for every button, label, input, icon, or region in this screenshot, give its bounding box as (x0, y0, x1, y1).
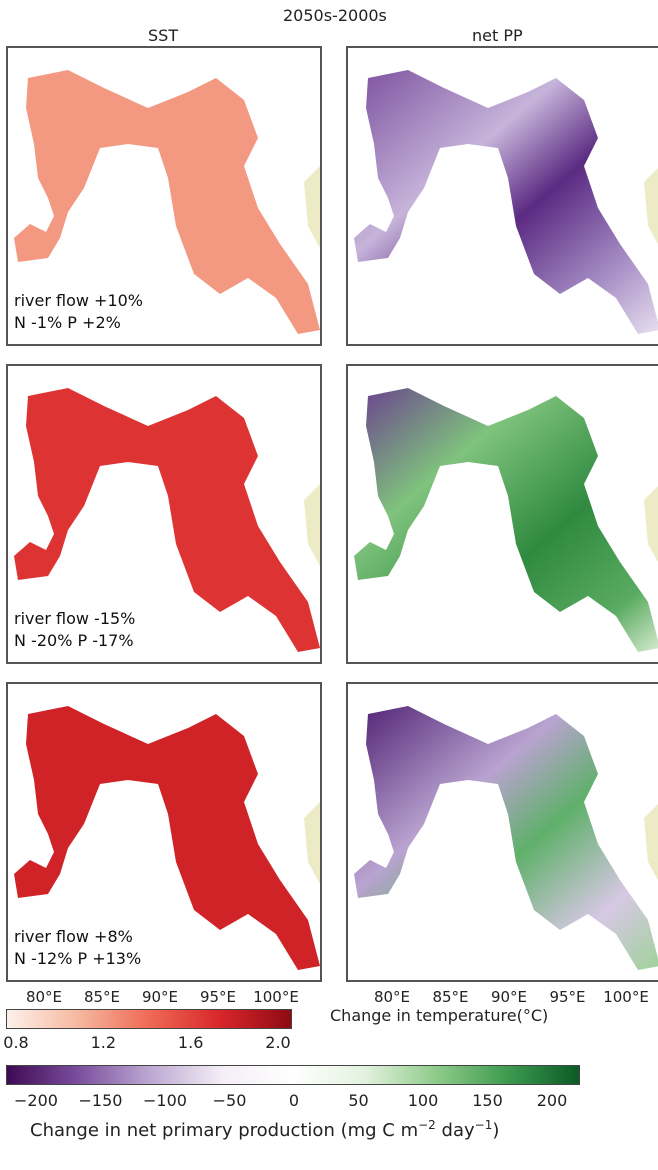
colorbar-tick: −200 (14, 1091, 58, 1110)
column-title-sst: SST (148, 26, 179, 45)
map-panel-sst-row2: river flow -15% N -20% P -17% (6, 364, 322, 664)
nutrient-label: N -12% P +13% (14, 949, 142, 968)
lon-tick: 100°E (603, 988, 649, 1006)
river-flow-label: river flow +8% (14, 927, 133, 946)
lon-tick: 85°E (83, 988, 121, 1006)
figure-title: 2050s-2000s (283, 6, 387, 25)
colorbar-tick: −100 (143, 1091, 187, 1110)
lon-tick: 80°E (25, 988, 63, 1006)
lon-tick: 95°E (549, 988, 586, 1006)
scenario-label-row2: river flow -15% N -20% P -17% (14, 608, 135, 652)
pp-colorbar-label: Change in net primary production (mg C m… (30, 1118, 500, 1141)
lon-tick: 90°E (490, 988, 528, 1006)
colorbar-tick: 1.6 (177, 1033, 204, 1052)
temperature-colorbar (6, 1009, 292, 1029)
lon-tick: 80°E (373, 988, 411, 1006)
map-panel-sst-row3: river flow +8% N -12% P +13% (6, 682, 322, 982)
colorbar-tick: 0 (288, 1091, 300, 1110)
column-title-net-pp: net PP (472, 26, 523, 45)
colorbar-tick: 2.0 (265, 1033, 291, 1052)
map-panel-sst-row1: river flow +10% N -1% P +2% (6, 46, 322, 346)
lon-tick: 100°E (253, 988, 299, 1006)
map-panel-pp-row1 (346, 46, 658, 346)
colorbar-tick: 50 (348, 1091, 369, 1110)
map-panel-pp-row2 (346, 364, 658, 664)
nutrient-label: N -20% P -17% (14, 631, 134, 650)
colorbar-tick: −50 (212, 1091, 247, 1110)
scenario-label-row1: river flow +10% N -1% P +2% (14, 290, 143, 334)
lon-tick: 95°E (199, 988, 237, 1006)
colorbar-tick: 100 (407, 1091, 439, 1110)
colorbar-tick: 1.2 (90, 1033, 117, 1052)
nutrient-label: N -1% P +2% (14, 313, 121, 332)
colorbar-tick: 0.8 (3, 1033, 29, 1052)
map-panel-pp-row3 (346, 682, 658, 982)
river-flow-label: river flow +10% (14, 291, 144, 310)
colorbar-tick: 200 (536, 1091, 568, 1110)
colorbar-tick: 150 (472, 1091, 503, 1110)
scenario-label-row3: river flow +8% N -12% P +13% (14, 926, 141, 970)
river-flow-label: river flow -15% (14, 609, 136, 628)
lon-tick: 90°E (141, 988, 179, 1006)
lon-tick: 85°E (432, 988, 469, 1006)
temperature-colorbar-label: Change in temperature(°C) (330, 1006, 549, 1025)
pp-colorbar (6, 1065, 580, 1085)
colorbar-tick: −150 (78, 1091, 123, 1110)
